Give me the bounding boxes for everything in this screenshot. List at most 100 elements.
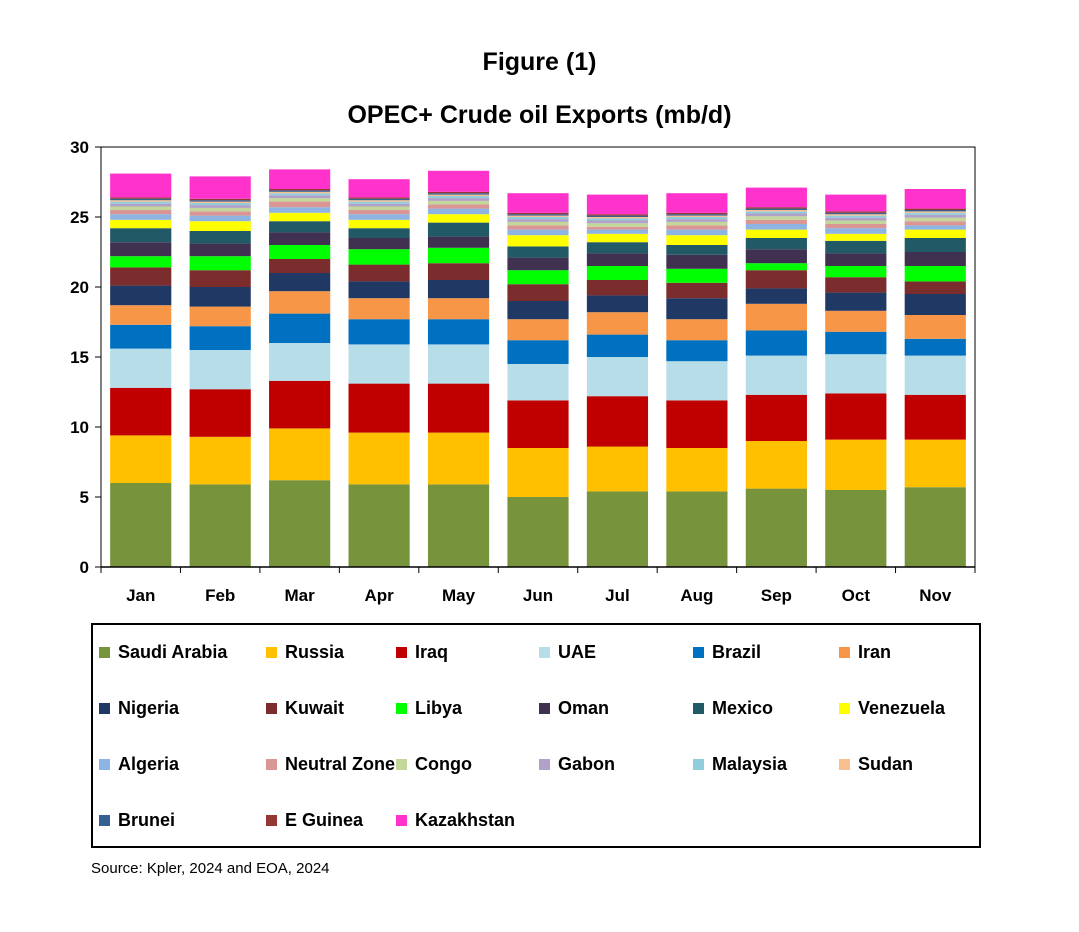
bar-segment-saudi-arabia-feb [189,484,251,567]
bar-segment-neutral-zone-aug [666,225,728,230]
legend-item-malaysia: Malaysia [693,751,787,777]
bar-segment-nigeria-jun [507,301,569,320]
bar-segment-kuwait-may [427,263,490,280]
bars-group [110,169,966,567]
legend-label: Kuwait [285,697,345,718]
bar-segment-brunei-apr [348,198,410,201]
bar-segment-malaysia-jun [507,217,569,220]
bar-segment-brunei-sep [745,208,807,210]
bar-segment-saudi-arabia-may [427,484,490,567]
bar-segment-venezuela-jun [507,235,569,247]
bar-segment-uae-aug [666,361,728,401]
legend-label: Oman [558,697,610,718]
bar-segment-saudi-arabia-apr [348,484,410,567]
legend-item-iraq: Iraq [396,639,448,665]
bar-segment-algeria-nov [904,225,966,230]
bar-segment-venezuela-feb [189,221,251,231]
bar-segment-kuwait-apr [348,264,410,282]
bar-segment-saudi-arabia-sep [745,488,807,567]
bar-segment-neutral-zone-feb [189,211,251,216]
bar-segment-russia-jan [110,435,172,483]
legend-swatch [396,758,407,770]
bar-segment-gabon-may [427,198,490,201]
y-tick-label: 30 [70,138,89,157]
bar-segment-mexico-aug [666,245,728,255]
x-tick-label-feb: Feb [205,586,235,605]
bar-segment-iran-may [427,298,490,320]
bar-segment-algeria-jul [586,229,649,234]
bar-segment-nigeria-jul [586,295,649,313]
x-tick-label-jul: Jul [605,586,630,605]
legend-swatch [99,814,110,826]
bar-segment-brunei-oct [825,212,887,215]
bar-segment-iraq-nov [904,394,966,440]
bar-segment-brunei-jun [507,214,569,216]
x-tick-label-jun: Jun [523,586,553,605]
legend-item-libya: Libya [396,695,462,721]
bar-segment-malaysia-aug [666,217,728,220]
bar-segment-libya-jan [110,256,172,268]
legend-item-kuwait: Kuwait [266,695,344,721]
bar-segment-algeria-oct [825,228,887,234]
bar-segment-sudan-jul [586,217,649,219]
bar-segment-uae-jun [507,364,569,401]
bar-segment-mexico-feb [189,231,251,244]
bar-segment-e-guinea-sep [745,207,807,209]
figure-label: Figure (1) [482,48,597,76]
legend-label: Saudi Arabia [118,641,228,662]
legend-swatch [539,702,550,714]
bar-segment-russia-jul [586,446,649,492]
bar-segment-kazakhstan-may [427,170,490,192]
bar-segment-malaysia-sep [745,211,807,214]
bar-segment-brazil-may [427,319,490,345]
bar-segment-gabon-apr [348,203,410,207]
bar-segment-saudi-arabia-oct [825,490,887,567]
legend-swatch [539,646,550,658]
bar-segment-kuwait-sep [745,270,807,289]
bar-segment-brunei-feb [189,200,251,202]
bar-segment-congo-sep [745,216,807,220]
bar-segment-e-guinea-nov [904,208,966,210]
legend-label: Neutral Zone [285,753,396,774]
legend-label: Brazil [712,641,762,662]
legend-item-sudan: Sudan [839,751,913,777]
bar-segment-gabon-oct [825,217,887,221]
bar-segment-mexico-may [427,222,490,237]
bar-segment-neutral-zone-jul [586,226,649,230]
bar-segment-algeria-sep [745,224,807,230]
bar-segment-gabon-jul [586,220,649,224]
bar-segment-neutral-zone-jan [110,210,172,215]
bar-segment-brazil-sep [745,330,807,356]
legend-label: Iraq [415,641,449,662]
bar-segment-mexico-mar [269,221,331,233]
legend-swatch [693,702,704,714]
bar-segment-venezuela-oct [825,233,887,241]
bar-segment-sudan-aug [666,215,728,217]
legend-item-mexico: Mexico [693,695,773,721]
legend-swatch [839,758,850,770]
legend-label: Nigeria [118,697,180,718]
bar-segment-kazakhstan-aug [666,193,728,213]
stacked-bar-chart: 0 5 10 15 20 25 30 Jan Feb Mar Apr May Jun Jul Aug Sep O… [70,138,976,605]
bar-segment-brunei-may [427,193,490,195]
bar-segment-iran-oct [825,310,887,332]
bar-segment-iran-nov [904,315,966,339]
bar-segment-congo-nov [904,217,966,222]
bar-segment-brazil-aug [666,340,728,362]
bar-segment-libya-nov [904,266,966,282]
legend-swatch [539,758,550,770]
legend-label: Malaysia [712,753,788,774]
bar-segment-mexico-nov [904,238,966,252]
legend-swatch [266,758,277,770]
legend-item-e-guinea: E Guinea [266,807,363,833]
bar-segment-brunei-jul [586,215,649,217]
bar-segment-brazil-jun [507,340,569,364]
bar-segment-libya-jun [507,270,569,285]
legend-swatch [693,758,704,770]
bar-segment-uae-oct [825,354,887,394]
bar-segment-neutral-zone-apr [348,210,410,215]
bar-segment-mexico-jan [110,228,172,243]
bar-segment-nigeria-mar [269,273,331,292]
bar-segment-e-guinea-aug [666,212,728,215]
bar-segment-malaysia-may [427,196,490,199]
